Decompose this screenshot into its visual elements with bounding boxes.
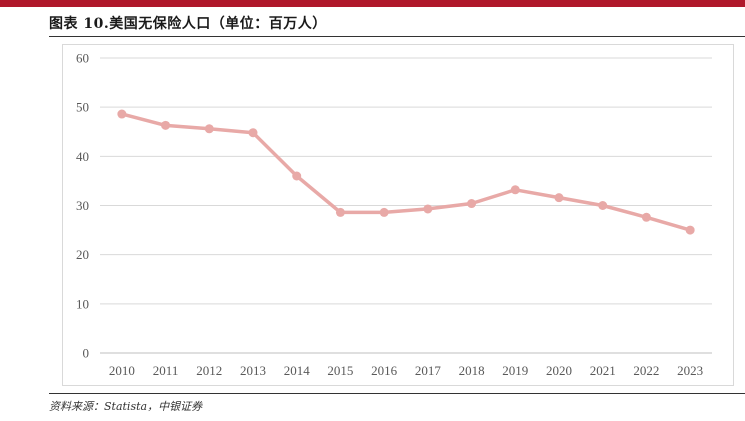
data-point: [554, 193, 564, 203]
y-tick-labels: 0 10 20 30 40 50 60: [76, 51, 89, 361]
data-point: [161, 120, 171, 130]
figure-title: 图表 10.美国无保险人口（单位：百万人）: [49, 16, 327, 32]
y-tick-label: 30: [76, 198, 89, 213]
data-point: [335, 207, 345, 217]
source-rule: [49, 393, 745, 394]
y-tick-label: 0: [83, 346, 90, 361]
y-tick-label: 50: [76, 100, 89, 115]
data-point: [423, 204, 433, 214]
y-tick-label: 60: [76, 51, 89, 66]
data-point: [641, 212, 651, 222]
y-tick-label: 20: [76, 247, 89, 262]
x-tick-label: 2016: [371, 363, 398, 378]
source-note: 资料来源：Statista，中银证券: [49, 400, 203, 413]
x-tick-labels: 2010 2011 2012 2013 2014 2015 2016 2017 2018 2019…: [109, 363, 703, 378]
data-point: [685, 225, 695, 235]
data-point: [467, 199, 477, 209]
y-tick-label: 40: [76, 149, 89, 164]
x-tick-label: 2021: [590, 363, 616, 378]
gridlines: [100, 57, 712, 354]
x-tick-label: 2015: [327, 363, 353, 378]
x-tick-label: 2013: [240, 363, 266, 378]
series-line: [120, 112, 692, 232]
title-rule: [49, 36, 745, 37]
chart-frame: [62, 44, 734, 386]
y-tick-label: 10: [76, 296, 89, 311]
series-layer: [117, 109, 695, 235]
x-tick-label: 2022: [633, 363, 659, 378]
x-tick-label: 2011: [153, 363, 179, 378]
x-tick-label: 2019: [502, 363, 528, 378]
data-point: [248, 128, 258, 138]
x-tick-label: 2010: [109, 363, 135, 378]
data-point: [292, 171, 302, 181]
x-tick-label: 2017: [415, 363, 442, 378]
data-point: [379, 207, 389, 217]
data-point: [117, 109, 127, 119]
x-tick-label: 2020: [546, 363, 572, 378]
x-tick-label: 2012: [196, 363, 222, 378]
x-tick-label: 2018: [459, 363, 485, 378]
data-point: [598, 201, 608, 210]
data-point: [510, 185, 520, 195]
x-tick-label: 2014: [284, 363, 311, 378]
top-accent-bar: [0, 0, 745, 7]
data-point: [204, 124, 214, 134]
x-tick-label: 2023: [677, 363, 703, 378]
